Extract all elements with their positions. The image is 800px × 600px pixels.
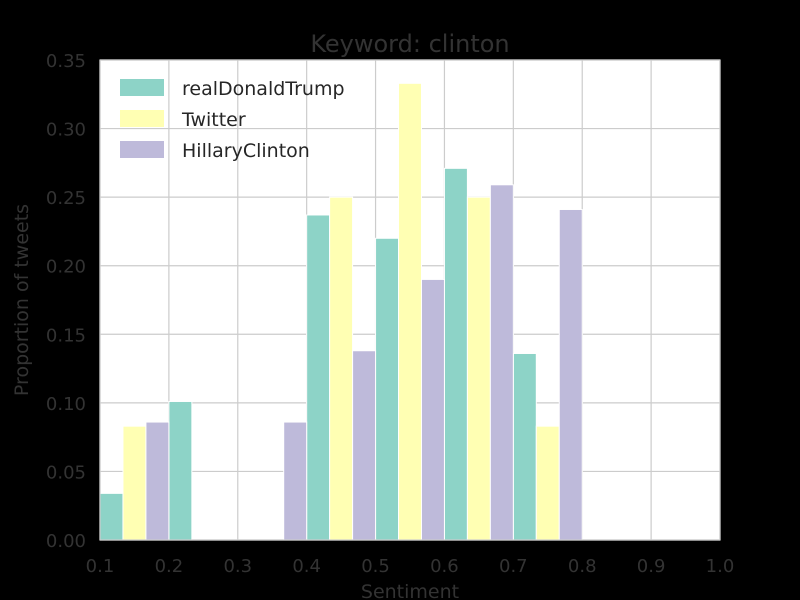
legend-label: Twitter xyxy=(181,109,246,131)
legend-label: HillaryClinton xyxy=(182,140,310,162)
bar-Twitter-4 xyxy=(398,82,422,541)
y-tick-label: 0.25 xyxy=(46,188,86,209)
y-axis-label: Proportion of tweets xyxy=(11,204,33,396)
legend-swatch xyxy=(120,141,164,158)
x-tick-label: 0.5 xyxy=(361,556,390,577)
plot-frame xyxy=(99,59,721,541)
legend: realDonaldTrump Twitter HillaryClinton xyxy=(120,78,345,162)
y-tick-label: 0.00 xyxy=(46,531,86,552)
chart-title: Keyword: clinton xyxy=(310,30,509,58)
x-tick-label: 0.2 xyxy=(155,556,184,577)
bar-realDonaldTrump-6 xyxy=(512,352,537,541)
y-tick-label: 0.20 xyxy=(46,257,86,278)
bar-realDonaldTrump-1 xyxy=(168,400,193,541)
bar-HillaryClinton-0 xyxy=(145,421,170,541)
legend-swatch xyxy=(120,79,164,96)
x-tick-label: 1.0 xyxy=(706,556,735,577)
y-tick-label: 0.10 xyxy=(46,394,86,415)
x-tick-label: 0.8 xyxy=(568,556,597,577)
y-tick-label: 0.15 xyxy=(46,325,86,346)
x-axis-label: Sentiment xyxy=(361,581,459,600)
bar-realDonaldTrump-0 xyxy=(99,492,124,541)
x-tick-label: 0.3 xyxy=(223,556,252,577)
bar-Twitter-3 xyxy=(329,196,354,541)
bar-HillaryClinton-4 xyxy=(420,278,445,541)
bar-HillaryClinton-6 xyxy=(558,208,583,541)
legend-swatch xyxy=(120,110,164,127)
x-tick-label: 0.1 xyxy=(86,556,115,577)
bar-realDonaldTrump-3 xyxy=(306,214,331,541)
x-tick-label: 0.6 xyxy=(430,556,459,577)
y-tick-label: 0.30 xyxy=(46,120,86,141)
bar-Twitter-5 xyxy=(466,196,491,541)
bar-HillaryClinton-3 xyxy=(352,350,377,541)
bar-HillaryClinton-5 xyxy=(489,184,514,541)
bar-realDonaldTrump-5 xyxy=(443,167,468,541)
legend-label: realDonaldTrump xyxy=(182,78,345,100)
x-tick-labels: 0.1 0.2 0.3 0.4 0.5 0.6 0.7 0.8 0.9 1.0 xyxy=(86,556,735,577)
y-tick-label: 0.35 xyxy=(46,51,86,72)
x-tick-label: 0.4 xyxy=(292,556,321,577)
bar-Twitter-0 xyxy=(122,425,147,541)
y-tick-labels: 0.00 0.05 0.10 0.15 0.20 0.25 0.30 0.35 xyxy=(46,51,86,552)
bar-Twitter-6 xyxy=(535,425,560,541)
x-tick-label: 0.9 xyxy=(637,556,666,577)
y-tick-label: 0.05 xyxy=(46,462,86,483)
x-tick-label: 0.7 xyxy=(499,556,528,577)
bar-HillaryClinton-2 xyxy=(283,421,308,541)
bar-realDonaldTrump-4 xyxy=(375,237,400,541)
